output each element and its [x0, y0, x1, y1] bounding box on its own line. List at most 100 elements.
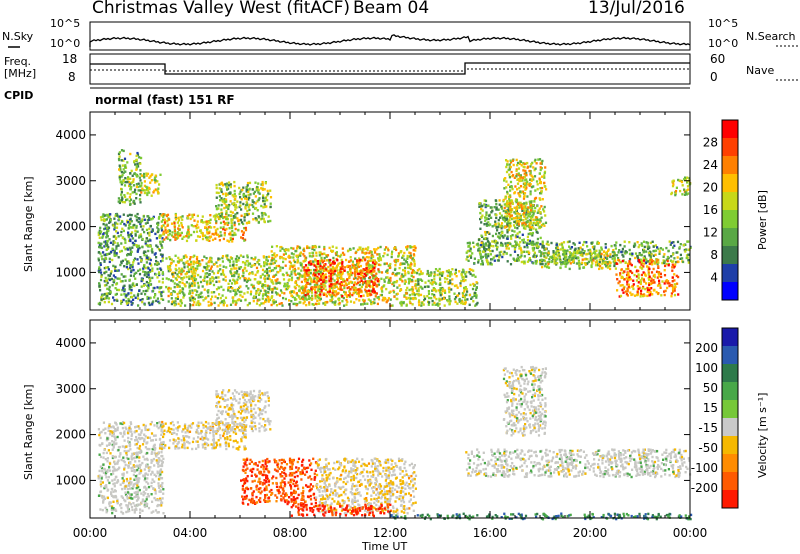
power-data-cell: [290, 252, 293, 255]
power-data-cell: [412, 249, 415, 252]
power-data-cell: [536, 224, 539, 227]
power-data-cell: [544, 221, 548, 224]
power-data-cell: [350, 273, 353, 277]
power-data-cell: [191, 299, 194, 302]
power-data-cell: [535, 216, 538, 219]
power-data-cell: [349, 288, 352, 291]
power-data-cell: [304, 289, 307, 293]
power-data-cell: [233, 223, 236, 227]
power-data-cell: [435, 297, 438, 301]
power-data-cell: [144, 271, 147, 274]
power-data-cell: [276, 292, 279, 295]
power-data-cell: [471, 287, 475, 291]
power-data-cell: [460, 273, 463, 276]
power-data-cell: [505, 186, 508, 189]
power-data-cell: [578, 262, 581, 265]
power-data-cell: [448, 302, 451, 305]
power-data-cell: [131, 237, 135, 240]
power-data-cell: [173, 224, 176, 228]
power-data-cell: [652, 279, 655, 282]
power-data-cell: [314, 294, 317, 297]
power-data-cell: [555, 250, 558, 253]
power-data-cell: [240, 290, 243, 294]
power-data-cell: [518, 236, 521, 240]
power-data-cell: [595, 259, 598, 262]
power-data-cell: [639, 279, 642, 282]
power-data-cell: [110, 277, 114, 281]
power-data-cell: [221, 200, 224, 203]
power-data-cell: [187, 232, 190, 236]
power-data-cell: [148, 278, 151, 281]
power-data-cell: [139, 225, 143, 228]
power-data-cell: [188, 292, 191, 295]
power-data-cell: [334, 303, 337, 306]
power-data-cell: [497, 225, 500, 229]
power-data-cell: [115, 230, 118, 233]
power-data-cell: [115, 245, 118, 248]
power-data-cell: [184, 285, 187, 288]
power-data-cell: [192, 303, 195, 307]
power-data-cell: [331, 277, 334, 280]
power-data-cell: [315, 294, 318, 298]
power-data-cell: [495, 244, 498, 247]
power-data-cell: [354, 251, 357, 255]
power-data-cell: [215, 261, 218, 264]
power-data-cell: [210, 226, 213, 229]
power-data-cell: [473, 294, 476, 297]
power-data-cell: [277, 264, 281, 268]
power-data-cell: [647, 251, 651, 255]
power-data-cell: [373, 259, 376, 262]
power-data-cell: [113, 251, 116, 254]
power-data-cell: [614, 267, 617, 270]
power-data-cell: [169, 292, 172, 296]
power-data-cell: [532, 227, 535, 230]
power-data-cell: [145, 275, 149, 278]
power-data-cell: [640, 259, 643, 262]
power-data-cell: [438, 302, 441, 306]
power-data-cell: [519, 162, 522, 165]
power-data-cell: [392, 281, 395, 285]
power-data-cell: [132, 298, 135, 301]
power-data-cell: [641, 244, 644, 247]
power-data-cell: [296, 247, 299, 250]
power-data-cell: [229, 270, 232, 273]
power-data-cell: [431, 289, 434, 292]
power-data-cell: [578, 264, 581, 268]
power-data-cell: [141, 300, 144, 304]
power-data-cell: [390, 252, 393, 256]
power-data-cell: [239, 201, 242, 204]
power-data-cell: [257, 280, 260, 283]
power-data-cell: [317, 285, 320, 288]
power-data-cell: [443, 297, 446, 300]
power-data-cell: [123, 237, 126, 241]
power-data-cell: [121, 259, 124, 263]
power-data-cell: [383, 280, 386, 283]
power-data-cell: [254, 202, 257, 205]
power-data-cell: [242, 255, 245, 258]
power-data-cell: [367, 265, 370, 268]
power-data-cell: [229, 185, 232, 189]
power-data-cell: [315, 254, 318, 257]
power-data-cell: [186, 265, 189, 268]
power-data-cell: [377, 258, 380, 261]
power-data-cell: [293, 267, 296, 271]
power-data-cell: [606, 257, 609, 260]
power-data-cell: [541, 198, 544, 201]
power-data-cell: [243, 227, 246, 230]
power-data-cell: [235, 259, 238, 263]
power-data-cell: [129, 177, 132, 180]
power-data-cell: [626, 283, 629, 286]
power-data-cell: [305, 285, 308, 288]
power-data-cell: [332, 293, 336, 296]
power-data-cell: [404, 279, 407, 282]
power-data-cell: [535, 228, 538, 231]
power-data-cell: [339, 261, 342, 265]
power-data-cell: [120, 230, 123, 234]
power-data-cell: [275, 282, 278, 285]
power-data-cell: [528, 200, 531, 203]
power-data-cell: [414, 279, 417, 283]
power-data-cell: [108, 215, 111, 219]
power-data-cell: [646, 247, 650, 250]
power-data-cell: [528, 239, 531, 243]
power-data-cell: [224, 194, 228, 197]
